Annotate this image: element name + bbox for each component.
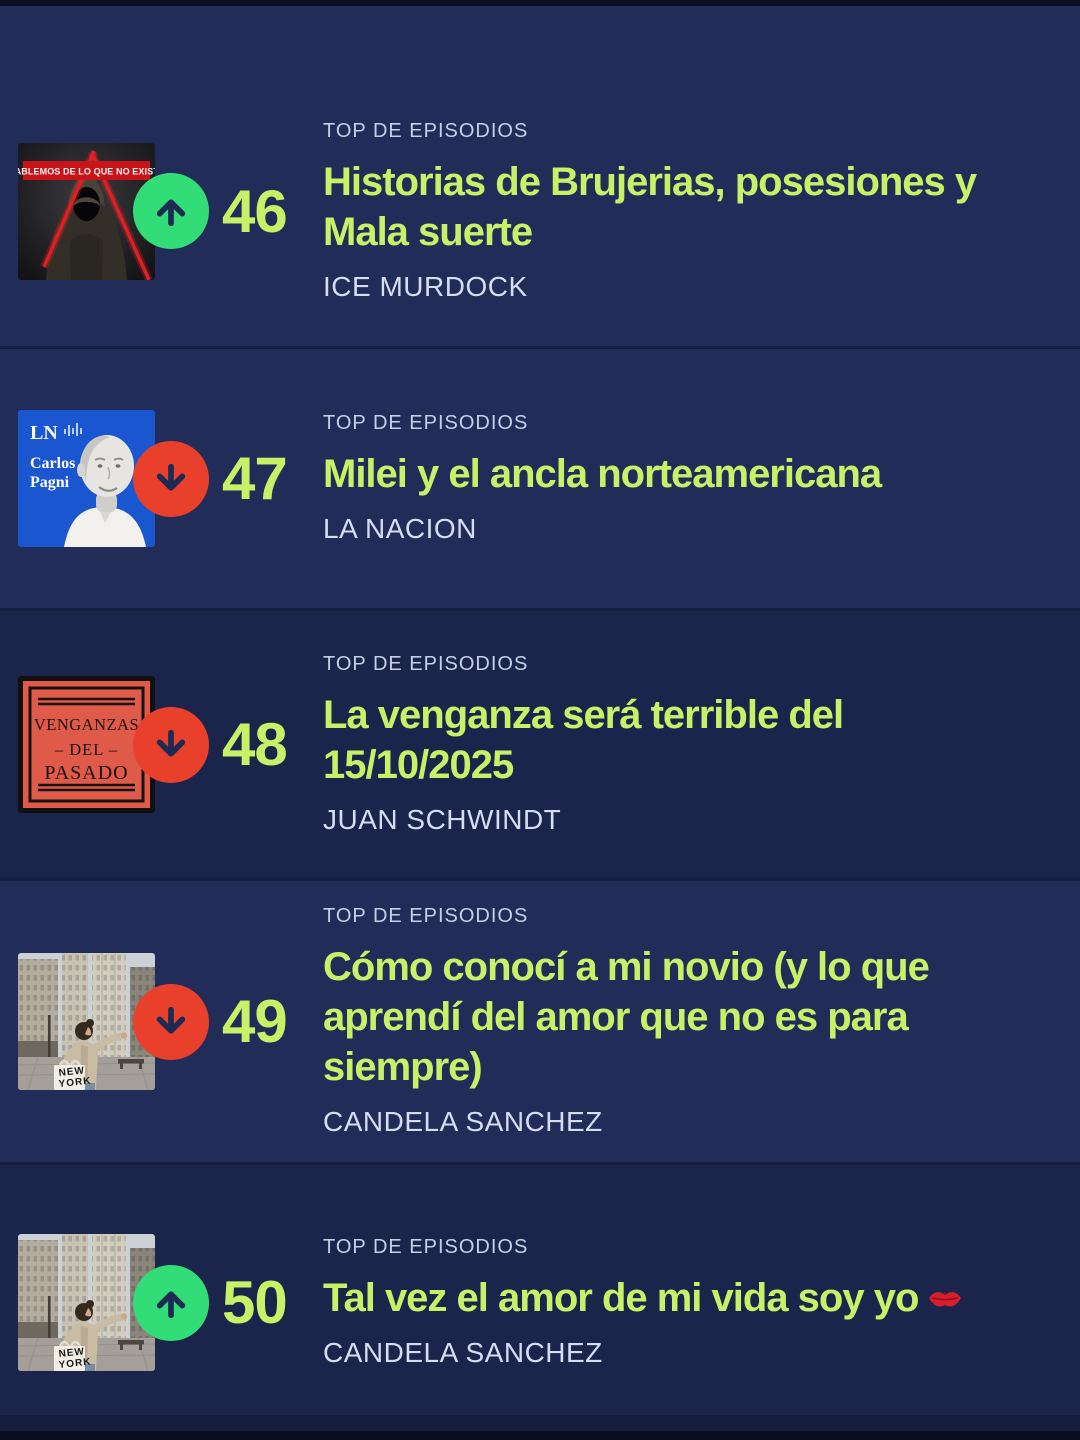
episode-meta: TOP DE EPISODIOS Cómo conocí a mi novio … (323, 905, 1080, 1138)
rank-number: 47 (222, 445, 288, 512)
rank-number: 46 (222, 177, 288, 245)
episode-title-text: Historias de Brujerias, posesiones y Mal… (323, 159, 977, 254)
episode-row[interactable]: 50 TOP DE EPISODIOS Tal vez el amor de m… (0, 1162, 1080, 1440)
chart-eyebrow-label: TOP DE EPISODIOS (323, 653, 529, 675)
episode-title: Milei y el ancla norteamericana (323, 449, 1040, 499)
publisher-name: ICE MURDOCK (323, 270, 528, 302)
episode-title-text: Milei y el ancla norteamericana (323, 452, 882, 496)
episode-title-text: La venganza será terrible del 15/10/2025 (323, 693, 844, 787)
rank-down-badge (133, 440, 209, 517)
episode-title-text: Cómo conocí a mi novio (y lo que aprendí… (323, 945, 930, 1089)
episode-meta: TOP DE EPISODIOS La venganza será terrib… (323, 653, 1080, 836)
episode-row[interactable]: 47 TOP DE EPISODIOS Milei y el ancla nor… (0, 346, 1080, 608)
chart-eyebrow-label: TOP DE EPISODIOS (323, 119, 529, 142)
rank-up-badge (133, 173, 209, 249)
rank-number: 50 (222, 1269, 288, 1336)
episode-meta: TOP DE EPISODIOS Tal vez el amor de mi v… (323, 1236, 1080, 1369)
rank-down-badge (133, 706, 209, 783)
rank-up-badge (133, 1264, 209, 1341)
episode-title-text: Tal vez el amor de mi vida soy yo (323, 1276, 919, 1320)
bottom-fade-strip (0, 1415, 1080, 1431)
publisher-name: CANDELA SANCHEZ (323, 1106, 603, 1137)
episode-row[interactable]: 48 TOP DE EPISODIOS La venganza será ter… (0, 608, 1080, 878)
chart-eyebrow-label: TOP DE EPISODIOS (323, 905, 529, 927)
bottom-edge-strip (0, 1431, 1080, 1440)
arrow-up-icon (150, 190, 192, 232)
arrow-down-icon (150, 1001, 192, 1043)
rank-number: 48 (222, 711, 288, 778)
episode-title: Tal vez el amor de mi vida soy yo (323, 1273, 1040, 1323)
chart-eyebrow-label: TOP DE EPISODIOS (323, 1236, 529, 1258)
episode-row[interactable]: 49 TOP DE EPISODIOS Cómo conocí a mi nov… (0, 878, 1080, 1162)
arrow-up-icon (150, 1282, 192, 1324)
rank-number: 49 (222, 988, 288, 1055)
publisher-name: LA NACION (323, 513, 477, 544)
episode-meta: TOP DE EPISODIOS Milei y el ancla nortea… (323, 412, 1080, 545)
chart-eyebrow-label: TOP DE EPISODIOS (323, 412, 529, 434)
publisher-name: JUAN SCHWINDT (323, 804, 562, 835)
kiss-icon (928, 1287, 962, 1313)
episode-title: La venganza será terrible del 15/10/2025 (323, 690, 1040, 790)
publisher-name: CANDELA SANCHEZ (323, 1337, 603, 1368)
rank-down-badge (133, 983, 209, 1060)
arrow-down-icon (150, 458, 192, 500)
episode-row[interactable]: 46 TOP DE EPISODIOS Historias de Brujeri… (0, 0, 1080, 346)
episode-title: Historias de Brujerias, posesiones y Mal… (323, 157, 1040, 257)
episode-meta: TOP DE EPISODIOS Historias de Brujerias,… (323, 120, 1080, 303)
episode-title: Cómo conocí a mi novio (y lo que aprendí… (323, 942, 1040, 1092)
arrow-down-icon (150, 724, 192, 766)
